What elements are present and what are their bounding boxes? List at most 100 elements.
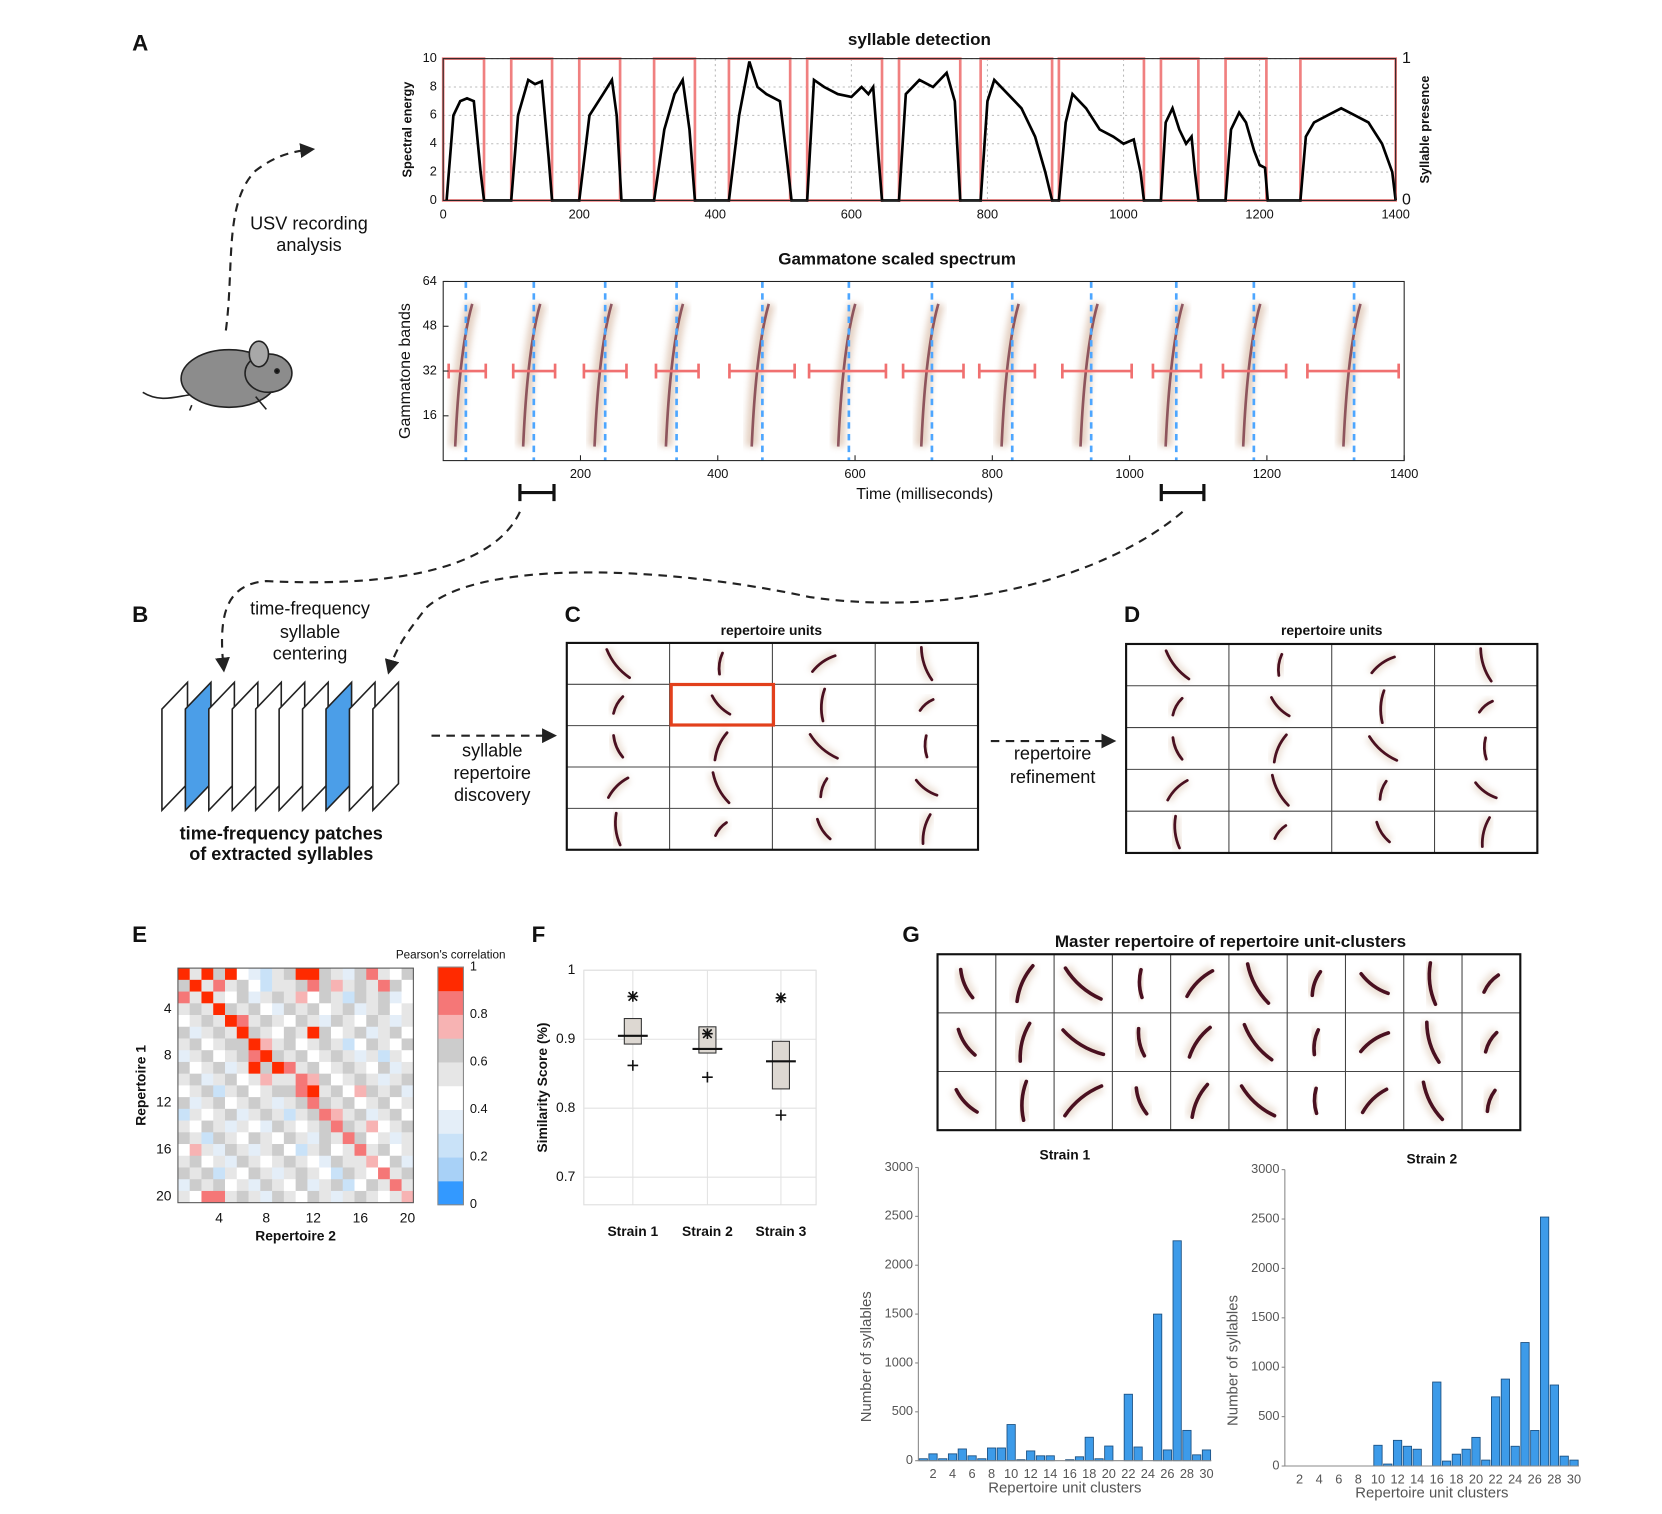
y-tick-label: 1500 (885, 1305, 913, 1320)
heat-cell (189, 1132, 202, 1145)
patch-stroke (1368, 735, 1399, 762)
heat-cell (177, 1108, 191, 1121)
patch-stroke (1061, 1028, 1106, 1057)
panel-label: E (132, 922, 147, 947)
heat-cell (248, 1038, 261, 1051)
heat-cell (213, 991, 226, 1004)
y-axis-label: Gammatone bands (397, 303, 414, 439)
heat-cell (354, 1167, 367, 1180)
heat-cell (248, 991, 261, 1004)
patch-sheet (208, 680, 236, 813)
heat-cell (378, 979, 391, 992)
patch-stroke (1166, 779, 1189, 802)
energy-line (445, 61, 1397, 202)
spectrum-blob (831, 302, 862, 447)
x-tick-label: 10 (1371, 1471, 1385, 1486)
heat-cell (272, 1167, 285, 1180)
heat-cell (378, 1120, 391, 1133)
heat-cell (354, 1179, 367, 1192)
heat-cell (201, 1073, 214, 1086)
heat-cell (295, 1120, 308, 1133)
annotation: USV recording (250, 214, 368, 234)
heat-cell (213, 1073, 226, 1086)
heat-cell (260, 1073, 273, 1086)
heat-cell (260, 1097, 273, 1110)
heat-cell (260, 1003, 273, 1016)
heat-cell (248, 968, 261, 981)
syllable-span (901, 363, 965, 379)
colorbar-bin (437, 1181, 464, 1206)
patch-stroke (1482, 973, 1501, 994)
colorbar-bin (437, 1038, 464, 1063)
patch-stroke (1485, 1088, 1497, 1114)
heat-cell (213, 968, 226, 981)
heat-cell (236, 1015, 249, 1028)
patch-stroke (605, 648, 631, 680)
heat-cell (354, 991, 367, 1004)
heat-cell (189, 1190, 202, 1203)
heat-cell (225, 1073, 238, 1086)
colorbar-tick-label: 0.4 (470, 1101, 488, 1116)
heat-cell (272, 1003, 285, 1016)
spectrum-ridge (1241, 303, 1262, 447)
heat-cell (283, 1167, 296, 1180)
heat-cell (342, 1144, 355, 1157)
heat-cell (319, 1003, 332, 1016)
spectrum-blob (914, 302, 945, 447)
patch-stroke (612, 695, 625, 715)
colorbar-bin (437, 1014, 464, 1039)
bar (1074, 1456, 1085, 1462)
heat-cell (342, 979, 355, 992)
syllable-presence (897, 57, 962, 202)
patch-stroke (914, 778, 939, 797)
heat-cell (389, 968, 402, 981)
heat-cell (401, 1050, 414, 1063)
spectrum-ridge (919, 303, 940, 447)
patch-stroke (1171, 736, 1184, 761)
heat-cell (213, 1085, 226, 1098)
lower-marker (775, 1109, 787, 1121)
heat-cell (201, 1190, 214, 1203)
y-tick-label: 500 (892, 1403, 913, 1418)
heat-cell (401, 1132, 414, 1145)
heat-cell (378, 1155, 391, 1168)
heat-cell (248, 1120, 261, 1133)
y-tick-label: 48 (423, 318, 437, 333)
patch-grid (936, 953, 1522, 1132)
heat-cell (378, 1050, 391, 1063)
y-tick-label: 0 (430, 192, 437, 207)
annotation: repertoire (453, 763, 530, 783)
x-tick-label: 22 (1488, 1471, 1502, 1486)
x-tick-label: 20 (400, 1209, 416, 1225)
heat-cell (354, 1120, 367, 1133)
heat-cell (342, 1155, 355, 1168)
x-tick-label: 1000 (1109, 207, 1137, 222)
heat-cell (248, 1179, 261, 1192)
patch-stack (161, 680, 400, 813)
heat-cell (272, 1026, 285, 1039)
colorbar-tick-label: 0.2 (470, 1149, 488, 1164)
plot-frame (177, 967, 414, 1204)
heat-cell (272, 1179, 285, 1192)
heat-cell (260, 1026, 273, 1039)
heat-cell (307, 1061, 320, 1074)
patch-stroke (1474, 781, 1498, 800)
patch-stroke (1137, 967, 1144, 1000)
heat-cell (366, 1026, 379, 1039)
patch-sheet (348, 680, 376, 813)
patch-grid (565, 641, 980, 851)
heat-cell (248, 1050, 261, 1063)
x-tick-label: 1200 (1253, 466, 1281, 481)
patch-stroke (717, 651, 724, 676)
heat-cell (248, 1167, 261, 1180)
y-tick-label: 8 (430, 78, 437, 93)
heat-cell (225, 979, 238, 992)
x-tick-label: 800 (977, 207, 998, 222)
heat-cell (389, 1061, 402, 1074)
heat-cell (319, 1050, 332, 1063)
spectrum-blob (588, 302, 618, 447)
heat-cell (272, 1085, 285, 1098)
heat-cell (189, 968, 202, 981)
heat-cell (295, 1155, 308, 1168)
heat-cell (319, 1097, 332, 1110)
